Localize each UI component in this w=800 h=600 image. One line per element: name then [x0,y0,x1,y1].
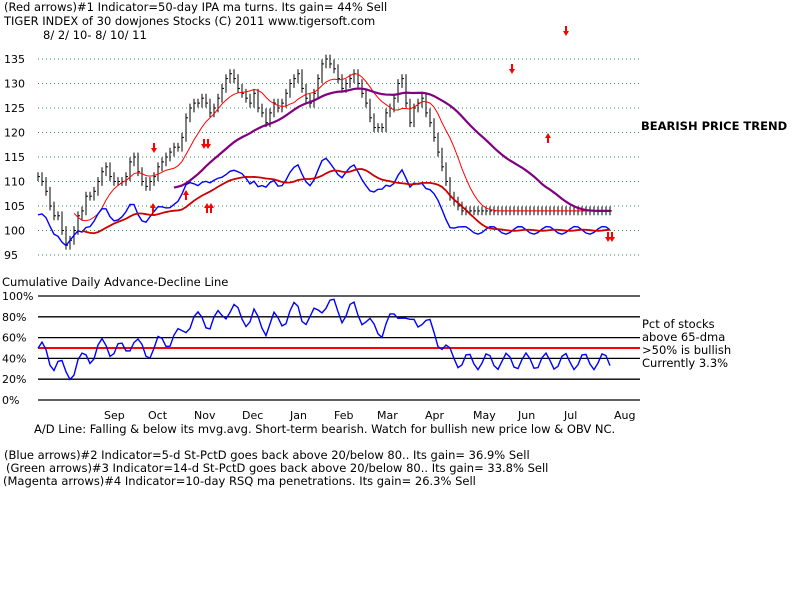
indicator-1-header: (Red arrows)#1 Indicator=50-day IPA ma t… [4,0,388,14]
x-tick-sep: Sep [104,409,125,422]
x-tick-apr: Apr [425,409,445,422]
series-layer [37,54,612,381]
buy-arrow-head [545,133,551,138]
ma-fast-line [73,73,610,222]
price-tick-label: 115 [4,151,25,164]
price-grid [38,58,640,256]
lower-tick-label: 100% [2,290,33,303]
lower-tick-label: 60% [2,332,26,345]
cum-ad-label: Cumulative Daily Advance-Decline Line [2,275,229,289]
x-tick-feb: Feb [334,409,353,422]
ad-ma-line [81,168,611,235]
lower-grid [38,295,640,401]
chart-title: TIGER INDEX of 30 dowjones Stocks (C) 20… [4,14,376,28]
lower-tick-label: 20% [2,373,26,386]
indicator-3-footer: (Green arrows)#3 Indicator=14-d St-PctD … [6,461,549,475]
x-tick-jan: Jan [289,409,307,422]
x-tick-mar: Mar [377,409,398,422]
x-ticks: Sep Oct Nov Dec Jan Feb Mar Apr May Jun Jul Aug [104,409,635,422]
pct-label-1: Pct of stocks [642,317,715,331]
buy-arrow-head [150,203,156,208]
price-y-ticks: 135 130 125 120 115 110 105 100 95 [4,53,25,262]
price-tick-label: 95 [4,249,18,262]
price-tick-label: 120 [4,127,25,140]
ad-line-commentary: A/D Line: Falling & below its mvg.avg. S… [34,422,616,436]
price-tick-label: 135 [4,53,25,66]
x-tick-may: May [473,409,496,422]
pct-line [37,298,611,381]
price-tick-label: 125 [4,102,25,115]
x-tick-oct: Oct [148,409,168,422]
price-tick-label: 110 [4,176,25,189]
sell-arrow-head [151,148,157,153]
x-tick-aug: Aug [614,409,635,422]
price-tick-label: 100 [4,225,25,238]
indicator-4-footer: (Magenta arrows)#4 Indicator=10-day RSQ … [3,474,476,488]
x-tick-jun: Jun [517,409,535,422]
lower-tick-label: 40% [2,352,26,365]
buy-arrow-head [208,203,214,208]
sell-arrow-head [609,237,615,242]
x-tick-dec: Dec [242,409,263,422]
arrow-layer [150,26,615,242]
ma-slow-line [173,87,610,212]
x-tick-nov: Nov [194,409,216,422]
price-tick-label: 130 [4,78,25,91]
pct-label-2: above 65-dma [642,330,726,344]
ad-line [37,157,611,247]
price-tick-label: 105 [4,200,25,213]
lower-tick-label: 0% [2,394,19,407]
sell-arrow-head [205,144,211,149]
pct-label-4: Currently 3.3% [642,356,729,370]
lower-y-ticks: 100% 80% 60% 40% 20% 0% [2,290,33,407]
buy-arrow-head [204,203,210,208]
sell-arrow-head [509,69,515,74]
lower-tick-label: 80% [2,311,26,324]
x-tick-jul: Jul [563,409,577,422]
sell-arrow-head [563,31,569,36]
buy-arrow-head [183,190,189,195]
sell-arrow-head [201,144,207,149]
sell-arrow-head [605,237,611,242]
trend-label: BEARISH PRICE TREND [641,119,788,133]
pct-label-3: >50% is bullish [642,343,732,357]
date-range: 8/ 2/ 10- 8/ 10/ 11 [43,28,147,42]
indicator-2-footer: (Blue arrows)#2 Indicator=5-d St-PctD go… [4,448,530,462]
